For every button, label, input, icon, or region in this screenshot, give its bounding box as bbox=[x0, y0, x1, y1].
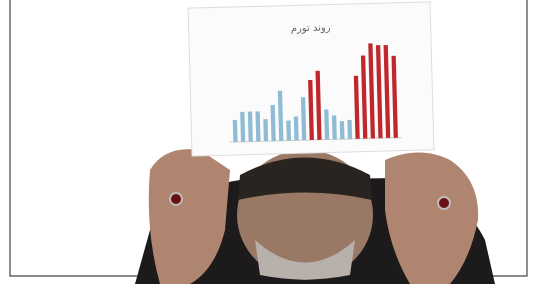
paper: روند تورم bbox=[188, 2, 434, 156]
bar bbox=[347, 120, 352, 139]
bar bbox=[240, 112, 245, 142]
chart-title: روند تورم bbox=[291, 22, 331, 34]
bar bbox=[233, 120, 238, 142]
bar bbox=[324, 110, 329, 140]
bar bbox=[340, 121, 345, 139]
ring bbox=[438, 197, 450, 209]
bar bbox=[255, 111, 260, 141]
bar bbox=[294, 116, 299, 140]
bar bbox=[332, 115, 337, 139]
photo: روند تورم bbox=[0, 0, 537, 284]
bar bbox=[248, 112, 253, 142]
ring bbox=[170, 193, 182, 205]
bar bbox=[286, 121, 291, 141]
bar bbox=[263, 119, 268, 141]
